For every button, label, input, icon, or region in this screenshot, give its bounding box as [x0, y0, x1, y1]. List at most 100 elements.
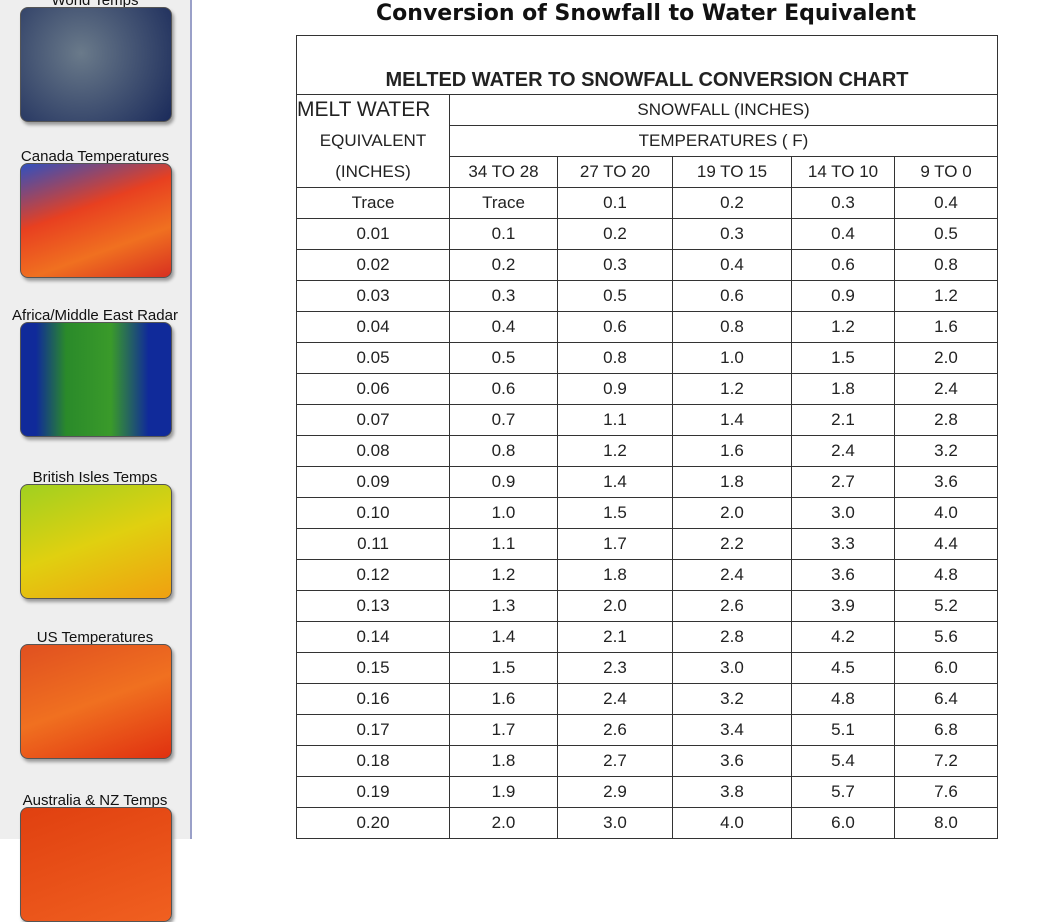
table-cell: 0.8 [672, 311, 792, 343]
table-cell: 6.8 [894, 714, 998, 746]
table-cell: 0.4 [791, 218, 895, 250]
thumbnail [20, 322, 172, 437]
table-row: 0.01 0.1 0.2 0.3 0.4 0.5 [296, 218, 998, 250]
table-cell: 0.4 [449, 311, 558, 343]
thumbnail [20, 163, 172, 278]
table-cell: 2.3 [557, 652, 673, 684]
table-cell: 5.4 [791, 745, 895, 777]
row-header: (INCHES) [296, 156, 450, 188]
thumbnail-label: Canada Temperatures [20, 148, 170, 165]
table-cell: 0.05 [296, 342, 450, 374]
table-cell: 0.01 [296, 218, 450, 250]
table-cell: 0.06 [296, 373, 450, 405]
table-row: 0.14 1.4 2.1 2.8 4.2 5.6 [296, 621, 998, 653]
table-row: 0.12 1.2 1.8 2.4 3.6 4.8 [296, 559, 998, 591]
table-cell: 0.3 [791, 187, 895, 219]
table-cell: 0.17 [296, 714, 450, 746]
table-cell: 0.3 [557, 249, 673, 281]
table-cell: 0.13 [296, 590, 450, 622]
row-header: MELT WATER [296, 94, 450, 126]
table-cell: 0.7 [449, 404, 558, 436]
table-cell: 2.6 [557, 714, 673, 746]
table-row: 0.18 1.8 2.7 3.6 5.4 7.2 [296, 745, 998, 777]
table-cell: 0.03 [296, 280, 450, 312]
conversion-table: MELTED WATER TO SNOWFALL CONVERSION CHAR… [296, 35, 998, 839]
table-cell: 2.0 [894, 342, 998, 374]
table-row: 0.04 0.4 0.6 0.8 1.2 1.6 [296, 311, 998, 343]
table-cell: 0.12 [296, 559, 450, 591]
table-cell: 2.0 [557, 590, 673, 622]
table-cell: 0.18 [296, 745, 450, 777]
table-cell: 2.6 [672, 590, 792, 622]
group-header: SNOWFALL (INCHES) [449, 94, 998, 126]
table-cell: 1.8 [449, 745, 558, 777]
table-cell: 0.08 [296, 435, 450, 467]
table-cell: 1.4 [449, 621, 558, 653]
sub-header: TEMPERATURES ( F) [449, 125, 998, 157]
table-cell: 7.6 [894, 776, 998, 808]
thumbnail [20, 807, 172, 922]
table-cell: 0.2 [672, 187, 792, 219]
table-cell: 1.6 [894, 311, 998, 343]
table-cell: 1.7 [449, 714, 558, 746]
table-cell: 2.1 [557, 621, 673, 653]
table-cell: 5.6 [894, 621, 998, 653]
table-cell: 0.8 [557, 342, 673, 374]
table-cell: 0.5 [894, 218, 998, 250]
table-cell: 1.2 [791, 311, 895, 343]
table-cell: 3.0 [672, 652, 792, 684]
table-cell: 3.6 [791, 559, 895, 591]
table-cell: 0.14 [296, 621, 450, 653]
table-cell: 3.2 [894, 435, 998, 467]
table-cell: 0.2 [557, 218, 673, 250]
table-cell: 1.9 [449, 776, 558, 808]
table-cell: 1.8 [672, 466, 792, 498]
table-cell: 2.8 [672, 621, 792, 653]
table-cell: 1.8 [791, 373, 895, 405]
table-cell: 0.8 [894, 249, 998, 281]
table-caption: MELTED WATER TO SNOWFALL CONVERSION CHAR… [296, 35, 998, 95]
table-cell: 4.5 [791, 652, 895, 684]
table-cell: 1.2 [894, 280, 998, 312]
table-row: 0.05 0.5 0.8 1.0 1.5 2.0 [296, 342, 998, 374]
table-cell: 1.1 [557, 404, 673, 436]
table-cell: 5.2 [894, 590, 998, 622]
table-row: 0.19 1.9 2.9 3.8 5.7 7.6 [296, 776, 998, 808]
page: World Temps Canada Temperatures Africa/Mid… [0, 0, 998, 922]
table-cell: 2.2 [672, 528, 792, 560]
table-row: 0.08 0.8 1.2 1.6 2.4 3.2 [296, 435, 998, 467]
table-cell: 1.4 [672, 404, 792, 436]
table-cell: 0.3 [672, 218, 792, 250]
table-cell: 0.4 [894, 187, 998, 219]
table-cell: 1.6 [449, 683, 558, 715]
table-cell: 0.9 [557, 373, 673, 405]
table-cell: 0.1 [557, 187, 673, 219]
sidebar: World Temps Canada Temperatures Africa/Mid… [0, 0, 192, 922]
table-cell: 1.0 [449, 497, 558, 529]
table-cell: 0.19 [296, 776, 450, 808]
table-cell: 2.1 [791, 404, 895, 436]
table-cell: 4.4 [894, 528, 998, 560]
table-cell: 6.0 [894, 652, 998, 684]
table-cell: 0.1 [449, 218, 558, 250]
table-cell: 0.9 [791, 280, 895, 312]
table-row: 0.17 1.7 2.6 3.4 5.1 6.8 [296, 714, 998, 746]
table-cell: 2.8 [894, 404, 998, 436]
table-cell: 0.02 [296, 249, 450, 281]
table-cell: Trace [296, 187, 450, 219]
table-cell: 1.2 [449, 559, 558, 591]
table-row: 0.16 1.6 2.4 3.2 4.8 6.4 [296, 683, 998, 715]
table-cell: Trace [449, 187, 558, 219]
table-cell: 4.0 [672, 807, 792, 839]
column-header: 27 TO 20 [557, 156, 673, 188]
thumbnail-label: British Isles Temps [32, 469, 158, 486]
table-cell: 6.4 [894, 683, 998, 715]
table-cell: 2.9 [557, 776, 673, 808]
table-cell: 1.8 [557, 559, 673, 591]
table-cell: 0.2 [449, 249, 558, 281]
table-cell: 0.4 [672, 249, 792, 281]
thumbnail-label: US Temperatures [36, 629, 154, 646]
table-cell: 3.0 [557, 807, 673, 839]
table-cell: 0.3 [449, 280, 558, 312]
table-cell: 2.7 [791, 466, 895, 498]
